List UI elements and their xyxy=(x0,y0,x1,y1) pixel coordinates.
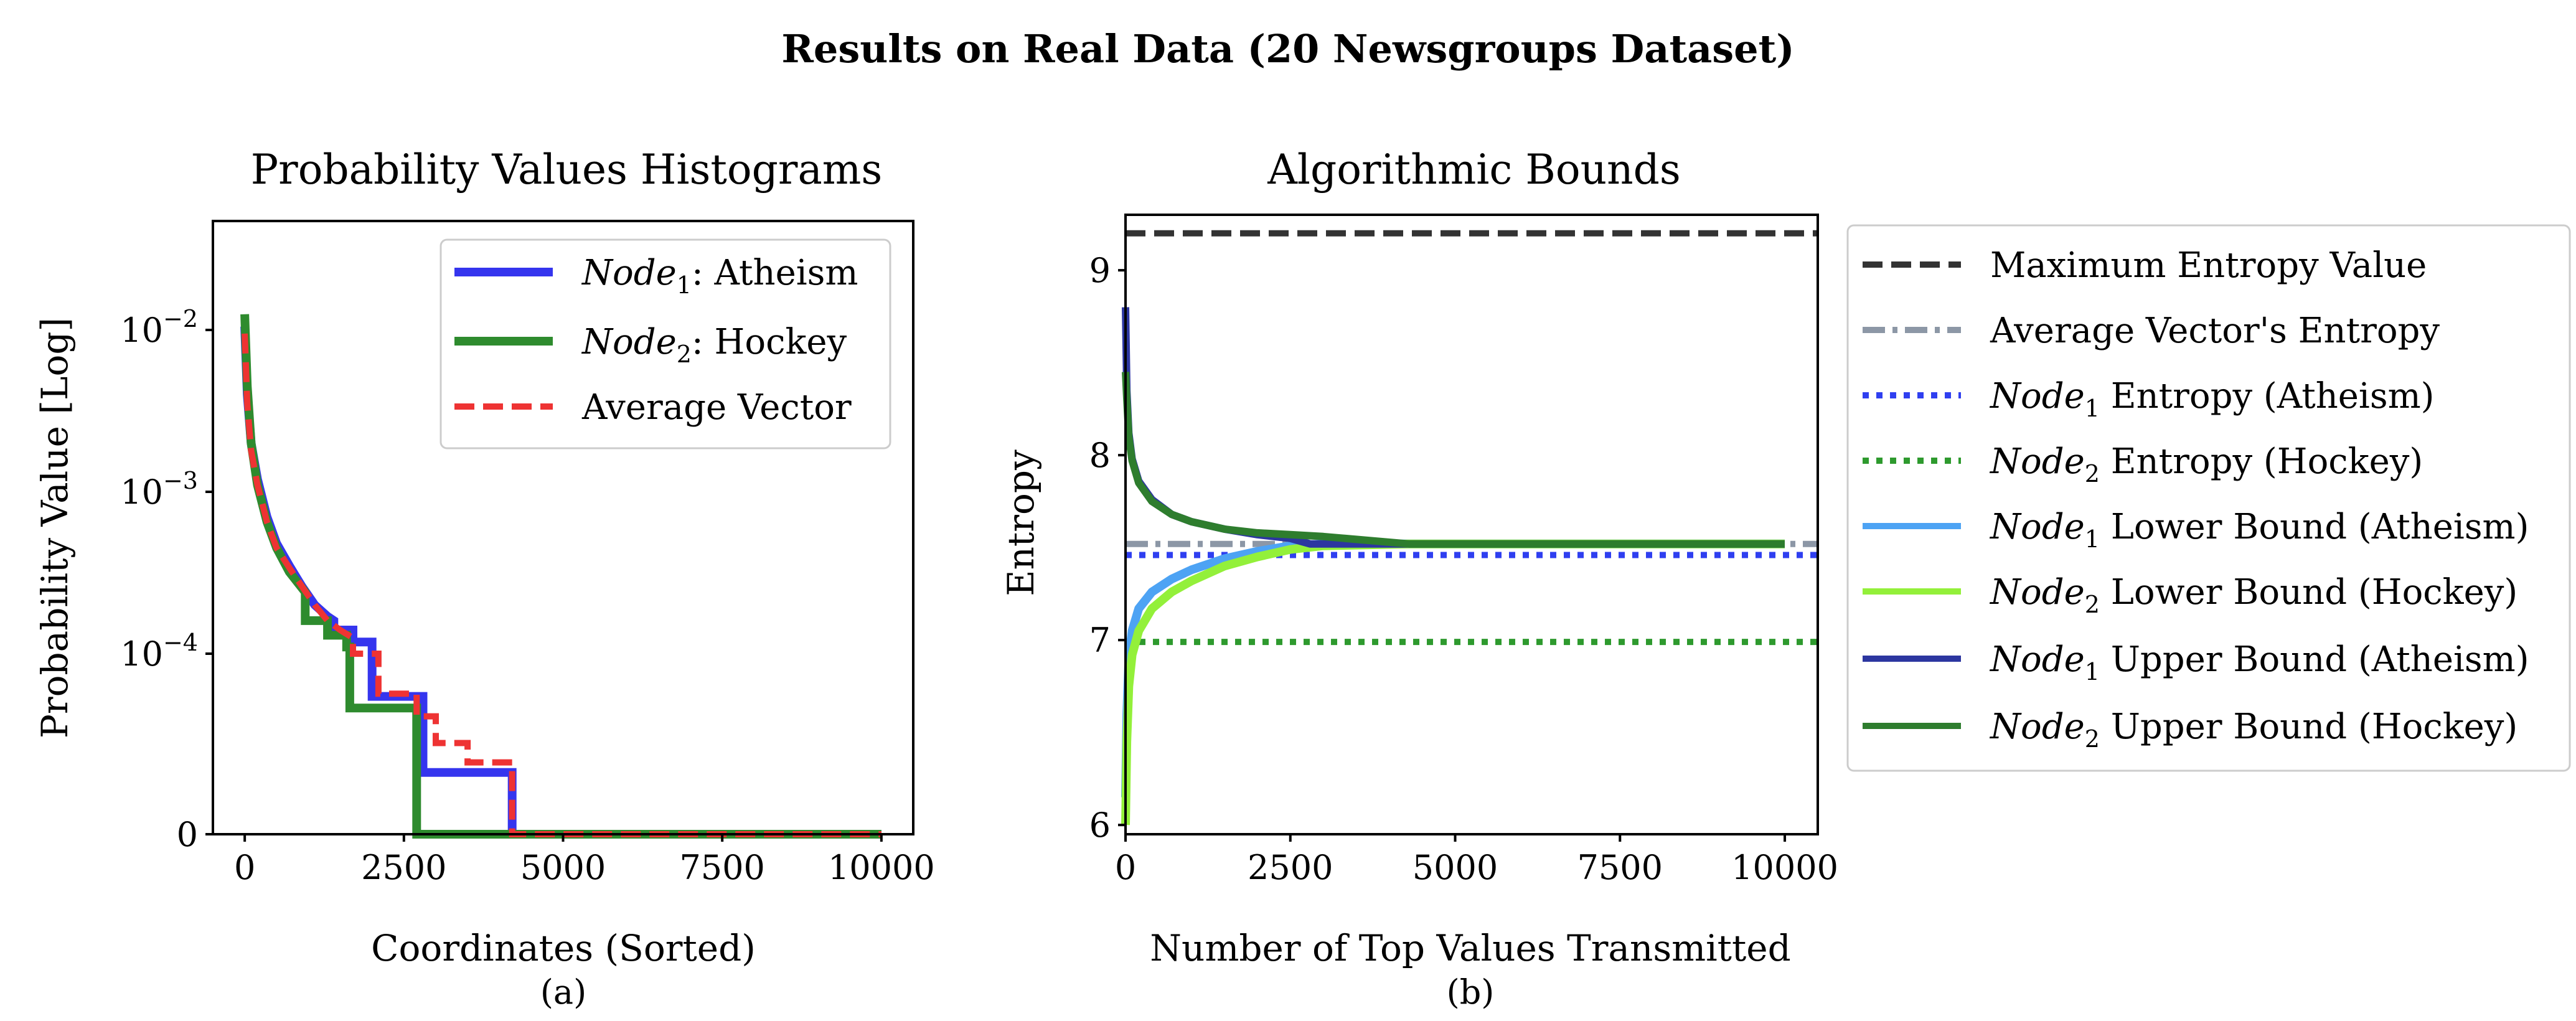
bounds-ylabel: Entropy xyxy=(1000,449,1042,596)
xtick-label-0: 0 xyxy=(234,848,255,887)
histogram-legend: Node1: Atheism Node2: Hockey Average Vec… xyxy=(440,238,891,449)
legend-label-node2-entropy: Node2 Entropy (Hockey) xyxy=(1989,441,2423,487)
legend-label-node2-upper: Node2 Upper Bound (Hockey) xyxy=(1989,707,2517,753)
xtick-label-10000: 10000 xyxy=(828,848,935,887)
ytick-label-6: 6 xyxy=(1089,806,1111,845)
bounds-panel: Algorithmic Bounds 0 2500 5000 7500 10000 6 7… xyxy=(1000,146,2571,1012)
xtick-label-10000: 10000 xyxy=(1731,848,1838,887)
legend-label-node1-entropy: Node1 Entropy (Atheism) xyxy=(1989,376,2435,422)
xtick-label-2500: 2500 xyxy=(361,848,446,887)
legend-label-node2: Node2: Hockey xyxy=(581,322,847,368)
bounds-legend: Maximum Entropy Value Average Vector's E… xyxy=(1846,224,2571,772)
histogram-x-ticks: 0 2500 5000 7500 10000 xyxy=(234,834,935,887)
ytick-label-1e-3: 10−3 xyxy=(120,467,198,512)
bounds-x-ticks: 0 2500 5000 7500 10000 xyxy=(1115,834,1838,887)
histogram-caption: (a) xyxy=(540,972,586,1012)
xtick-label-5000: 5000 xyxy=(1413,848,1498,887)
series-node2-upper-bound xyxy=(1122,372,1785,548)
ytick-label-0: 0 xyxy=(177,815,198,854)
legend-label-node1: Node1: Atheism xyxy=(581,253,858,299)
legend-label-node1-upper: Node1 Upper Bound (Atheism) xyxy=(1989,639,2529,685)
histogram-title: Probability Values Histograms xyxy=(251,146,883,194)
xtick-label-5000: 5000 xyxy=(520,848,606,887)
ytick-label-8: 8 xyxy=(1089,436,1111,475)
histogram-ylabel: Probability Value [Log] xyxy=(34,318,76,738)
bounds-xlabel: Number of Top Values Transmitted xyxy=(1150,927,1791,969)
xtick-label-7500: 7500 xyxy=(679,848,764,887)
bounds-y-ticks: 6 7 8 9 xyxy=(1089,251,1126,845)
series-average-vector xyxy=(242,333,881,837)
histogram-series xyxy=(240,314,881,839)
histogram-xlabel: Coordinates (Sorted) xyxy=(371,927,756,969)
legend-label-avg-entropy: Average Vector's Entropy xyxy=(1990,311,2440,351)
ytick-label-1e-4: 10−4 xyxy=(120,629,198,674)
ytick-label-9: 9 xyxy=(1089,251,1111,290)
xtick-label-7500: 7500 xyxy=(1577,848,1663,887)
bounds-series xyxy=(1121,230,1818,826)
histogram-panel: Probability Values Histograms 0 2500 5000 7… xyxy=(34,146,935,1012)
legend-label-node1-lower: Node1 Lower Bound (Atheism) xyxy=(1989,507,2529,553)
bounds-caption: (b) xyxy=(1447,972,1495,1012)
bounds-axes-frame xyxy=(1124,214,1819,835)
ytick-label-1e-2: 10−2 xyxy=(120,305,198,350)
histogram-legend-box xyxy=(440,238,891,449)
legend-label-node2-lower: Node2 Lower Bound (Hockey) xyxy=(1989,572,2517,618)
bounds-title: Algorithmic Bounds xyxy=(1267,146,1680,194)
histogram-y-ticks: 0 10−4 10−3 10−2 xyxy=(120,305,213,854)
xtick-label-2500: 2500 xyxy=(1248,848,1333,887)
legend-label-max-entropy: Maximum Entropy Value xyxy=(1990,245,2427,286)
ytick-label-7: 7 xyxy=(1089,621,1111,660)
figure-title: Results on Real Data (20 Newsgroups Data… xyxy=(781,26,1794,72)
legend-label-average: Average Vector xyxy=(581,387,852,428)
xtick-label-0: 0 xyxy=(1115,848,1136,887)
bounds-legend-box xyxy=(1846,224,2571,772)
